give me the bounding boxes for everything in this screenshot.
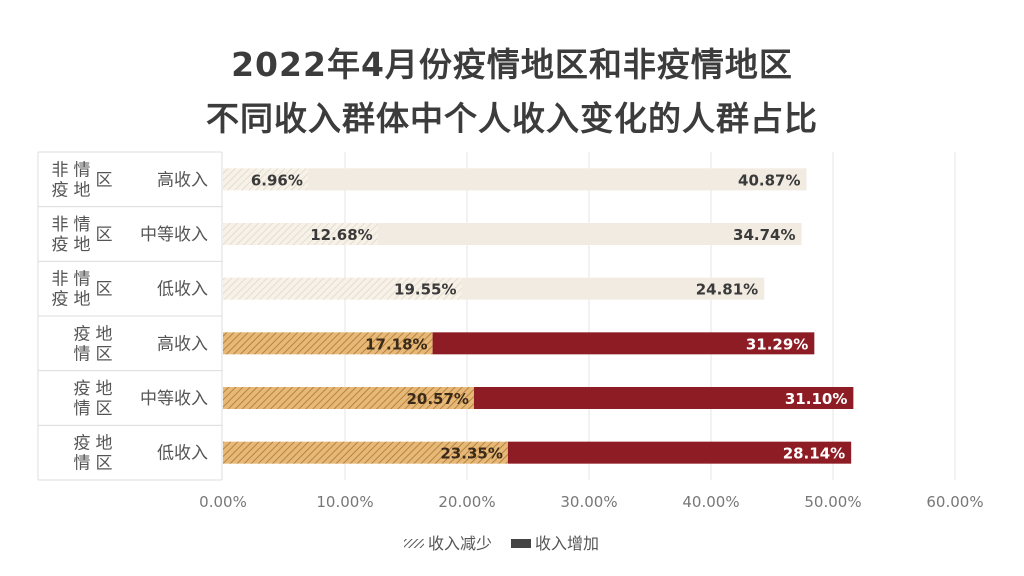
- group-label: 疫情地区: [74, 324, 113, 364]
- category-label: 低收入: [157, 280, 208, 300]
- x-tick-label: 30.00%: [560, 493, 617, 511]
- value-label-increase: 31.29%: [746, 335, 808, 353]
- value-label-increase: 28.14%: [783, 445, 845, 463]
- group-label: 疫情地区: [74, 434, 113, 474]
- bar-decrease: [223, 387, 474, 409]
- legend-swatch-decrease: [404, 539, 424, 548]
- group-label: 非疫情地区: [52, 270, 113, 310]
- value-label-decrease: 19.55%: [394, 281, 456, 299]
- group-label: 疫情地区: [74, 379, 113, 419]
- bar-decrease: [223, 223, 378, 245]
- bar-decrease: [223, 277, 462, 300]
- category-label: 中等收入: [140, 389, 208, 409]
- value-label-decrease: 12.68%: [310, 226, 372, 244]
- value-label-decrease: 6.96%: [251, 171, 303, 189]
- x-tick-label: 40.00%: [682, 493, 739, 511]
- value-label-increase: 24.81%: [696, 281, 758, 299]
- x-tick-label: 50.00%: [804, 493, 861, 511]
- legend-label-increase: 收入增加: [535, 534, 599, 553]
- category-label: 高收入: [157, 170, 208, 190]
- bar-increase: [473, 387, 854, 409]
- value-label-decrease: 17.18%: [365, 335, 427, 353]
- x-tick-label: 20.00%: [438, 493, 495, 511]
- value-label-decrease: 23.35%: [440, 445, 502, 463]
- x-tick-label: 60.00%: [926, 493, 983, 511]
- group-label: 非疫情地区: [52, 160, 113, 200]
- chart-title-line-2: 不同收入群体中个人收入变化的人群占比: [206, 99, 818, 138]
- bar-increase: [307, 168, 807, 191]
- value-label-increase: 34.74%: [733, 226, 795, 244]
- bar-increase: [461, 277, 765, 300]
- chart-title-line-1: 2022年4月份疫情地区和非疫情地区: [231, 45, 793, 84]
- bar-decrease: [223, 441, 508, 464]
- bar-increase: [432, 332, 815, 355]
- value-label-increase: 31.10%: [785, 390, 847, 408]
- category-label: 低收入: [157, 444, 208, 464]
- bar-decrease: [223, 168, 308, 191]
- legend-swatch-increase: [511, 539, 531, 548]
- group-label: 非疫情地区: [52, 215, 113, 255]
- x-tick-label: 0.00%: [199, 493, 247, 511]
- category-label: 高收入: [157, 334, 208, 354]
- bar-increase: [507, 441, 852, 464]
- bar-increase: [377, 223, 802, 245]
- bar-decrease: [223, 332, 433, 355]
- value-label-increase: 40.87%: [738, 171, 800, 189]
- value-label-decrease: 20.57%: [406, 390, 468, 408]
- x-tick-label: 10.00%: [316, 493, 373, 511]
- legend-label-decrease: 收入减少: [428, 534, 492, 553]
- category-label: 中等收入: [140, 225, 208, 245]
